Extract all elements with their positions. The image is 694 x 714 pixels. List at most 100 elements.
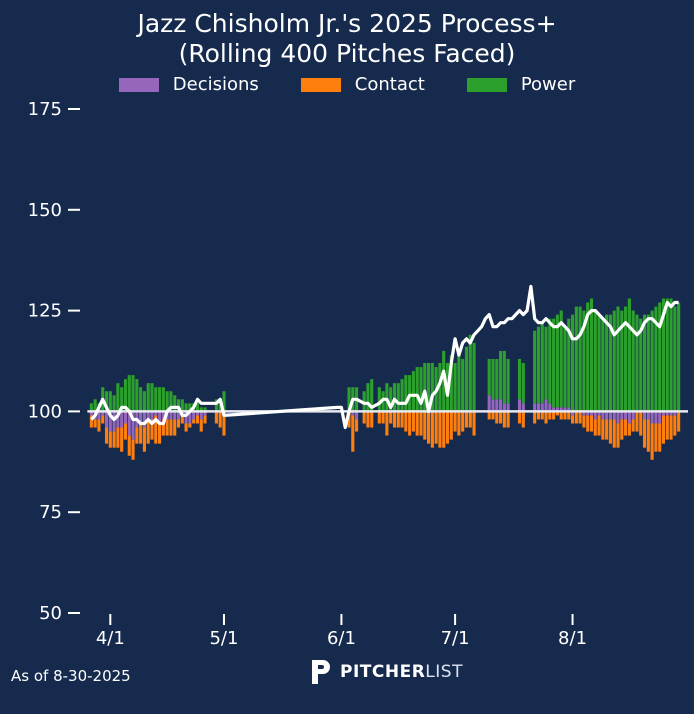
bar-power <box>639 318 643 412</box>
bar-decisions <box>101 411 105 416</box>
bar-contact <box>574 411 578 424</box>
bar-contact <box>533 411 537 424</box>
bar-contact <box>169 419 173 436</box>
bar-contact <box>605 419 609 440</box>
bar-contact <box>555 411 559 416</box>
bar-power <box>347 387 351 412</box>
bar-decisions <box>158 411 162 424</box>
bar-contact <box>351 415 355 452</box>
bar-power <box>574 306 578 412</box>
bar-decisions <box>608 411 612 420</box>
bar-contact <box>506 411 510 428</box>
bar-power <box>135 379 139 412</box>
bar-power <box>108 391 112 412</box>
pitcherlist-p-icon <box>312 660 330 684</box>
bar-power <box>154 387 158 412</box>
bar-contact <box>427 411 431 444</box>
bar-decisions <box>176 411 181 420</box>
bar-contact <box>408 411 412 436</box>
bar-contact <box>434 411 438 444</box>
bar-power <box>631 310 635 412</box>
bar-contact <box>158 423 162 444</box>
bar-contact <box>502 411 506 428</box>
bar-decisions <box>506 403 510 412</box>
bar-contact <box>582 415 586 428</box>
bar-decisions <box>669 411 673 416</box>
bar-power <box>552 318 556 408</box>
bar-decisions <box>536 403 540 412</box>
bar-contact <box>173 419 177 436</box>
bar-power <box>578 306 582 412</box>
bar-contact <box>589 415 594 432</box>
x-tick-label: 5/1 <box>209 628 238 649</box>
y-axis: 175 150 125 100 75 50 <box>28 99 80 624</box>
bar-power <box>495 358 499 400</box>
bar-contact <box>131 439 135 460</box>
bar-decisions <box>355 411 359 420</box>
bar-contact <box>654 423 658 452</box>
bar-power <box>158 387 162 412</box>
bar-power <box>370 379 374 412</box>
bar-power <box>362 391 366 412</box>
bar-power <box>548 318 552 404</box>
bar-power <box>616 306 620 412</box>
bar-contact <box>419 411 423 436</box>
bar-power <box>123 379 128 412</box>
bar-contact <box>214 411 218 424</box>
bar-power <box>404 375 408 412</box>
bar-power <box>150 383 154 412</box>
bar-decisions <box>131 411 135 440</box>
bar-contact <box>203 415 207 424</box>
bar-decisions <box>502 403 506 412</box>
bar-contact <box>635 411 639 432</box>
bar-power <box>112 395 116 412</box>
bar-contact <box>661 415 666 444</box>
bar-decisions <box>555 407 559 412</box>
bar-power <box>650 310 654 412</box>
bar-power <box>142 391 146 412</box>
bar-contact <box>116 427 120 448</box>
bar-contact <box>430 411 434 448</box>
bar-power <box>400 379 404 412</box>
bar-power <box>586 302 590 412</box>
bar-decisions <box>601 411 605 420</box>
bar-contact <box>449 411 453 440</box>
bar-contact <box>567 411 571 420</box>
bar-decisions <box>123 411 128 424</box>
bar-power <box>582 310 586 412</box>
y-tick-label: 175 <box>28 99 62 120</box>
bar-contact <box>552 411 556 420</box>
bar-contact <box>362 411 366 424</box>
bar-contact <box>445 411 450 444</box>
bar-decisions <box>142 411 146 428</box>
bar-contact <box>620 419 624 440</box>
bar-power <box>214 399 218 412</box>
bar-decisions <box>597 411 601 416</box>
bar-power <box>499 350 503 400</box>
bar-power <box>222 391 226 412</box>
bar-contact <box>495 411 499 424</box>
legend-label-contact: Contact <box>354 74 425 95</box>
legend-item-contact: Contact <box>300 74 425 95</box>
bar-decisions <box>184 411 188 424</box>
bar-contact <box>142 427 146 452</box>
bar-decisions <box>161 411 165 420</box>
bar-power <box>408 375 412 412</box>
bar-contact <box>544 411 548 424</box>
bar-power <box>430 363 434 412</box>
bar-power <box>536 326 540 404</box>
bar-decisions <box>624 411 628 420</box>
bar-power <box>120 387 124 412</box>
bar-power <box>533 330 537 404</box>
bar-contact <box>161 419 165 436</box>
legend-label-decisions: Decisions <box>172 74 259 95</box>
bar-contact <box>616 423 620 448</box>
bar-power <box>131 375 135 412</box>
bar-contact <box>586 415 590 432</box>
bar-contact <box>192 419 196 424</box>
bar-power <box>605 314 609 412</box>
bar-decisions <box>97 411 101 420</box>
bar-power <box>620 310 624 412</box>
bar-decisions <box>627 411 631 424</box>
bar-decisions <box>487 395 491 412</box>
